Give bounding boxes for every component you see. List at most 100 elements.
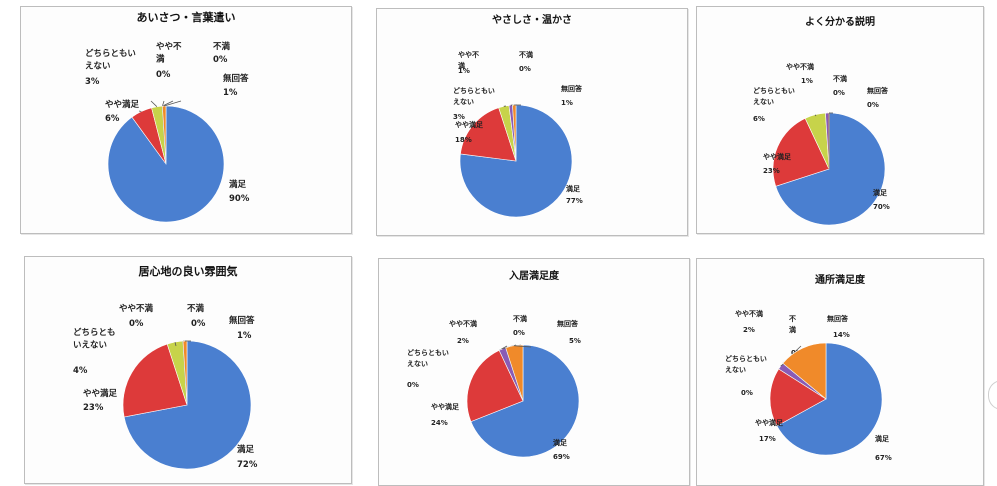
slice-label: 無回答 [867,86,889,95]
pie-chart-svg: 通所満足度満足67%やや満足17%どちらともいえない0%やや不満2%不満0%無回… [697,259,983,485]
slice-value-label: 1% [801,77,813,85]
slice-value-label: 0% [191,319,206,329]
slice-value-label: 0% [519,65,531,73]
slice-label: やや不 [156,41,182,52]
slice-value-label: 0% [213,55,228,65]
chart-title: あいさつ・言葉遣い [137,10,236,24]
slice-label: 不満 [187,303,205,314]
slice-label: 無回答 [561,84,583,93]
slice-label: 満足 [553,438,568,447]
slice-label: えない [407,359,428,368]
slice-value-label: 4% [73,366,88,376]
chart-panel-atmosphere: 居心地の良い雰囲気満足 72% やや満足 23% どちらともいえない 4% やや不満 0% 不満… [24,256,352,484]
slice-value-label: 5% [569,337,581,345]
slice-value-label: 0% [513,329,525,337]
slice-label: やや満足 [105,99,140,110]
slice-label: どちらともい [753,86,795,95]
leader-line [139,111,141,112]
slice-value-label: 0% [741,389,753,397]
slice-label: えない [453,97,474,106]
slice-label: どちらとも [73,327,116,338]
slice-label: 無回答 [827,314,849,323]
slice-label: 無回答 [223,73,249,84]
slice-value-label: 1% [561,99,573,107]
slice-label: やや満足 [431,402,460,411]
slice-label: やや不満 [786,62,814,71]
slice-label: いえない [73,341,107,351]
slice-value-label: 23% [763,167,780,175]
slice-value-label: 69% [553,453,570,461]
slice-label: 不 [789,315,796,323]
slice-value-label: 17% [759,435,776,443]
slice-label: 満足 [566,184,581,193]
slice-value-label: 2% [743,326,755,334]
slice-value-label: 23% [83,403,104,413]
chart-title: 居心地の良い雰囲気 [139,264,238,278]
page-edge-mark [988,380,997,410]
slice-value-label: 14% [833,331,850,339]
slice-value-label: 18% [455,136,472,144]
slice-value-label: 3% [85,77,100,87]
slice-value-label: 70% [873,203,890,211]
slice-value-label: 0% [129,319,144,329]
pie-chart-svg: やさしさ・温かさ満足77%やや満足18%どちらともいえない3%やや不満1%不満0… [377,9,687,235]
slice-label: えない [725,365,746,374]
chart-title: やさしさ・温かさ [492,13,572,26]
slice-label: やや満足 [455,120,484,129]
slice-value-label: 77% [566,197,583,205]
slice-label: 満足 [873,188,888,197]
slice-label: やや不満 [119,303,154,314]
slice-value-label: 1% [223,88,238,98]
slice-value-label: 1% [458,67,470,75]
pie-chart-svg: あいさつ・言葉遣い満足90%やや満足6%どちらともいえない3%やや不満0%不満0… [21,7,351,233]
slice-label: どちらともい [85,48,136,59]
chart-title: 入居満足度 [509,269,560,282]
slice-value-label: 3% [453,113,465,121]
slice-value-label: 6% [105,114,120,124]
slice-label: 満足 [237,444,255,455]
slice-label: やや満足 [763,152,792,161]
slice-label: やや不満 [449,319,477,328]
slice-value-label: 0% [867,101,879,109]
slice-value-label: 24% [431,419,448,427]
slice-label: 満足 [229,179,247,190]
slice-label: やや不満 [735,309,763,318]
chart-title: 通所満足度 [815,273,866,286]
slice-value-label: 6% [753,115,765,123]
chart-title: よく分かる説明 [805,15,875,28]
slice-label: どちらともい [725,354,767,363]
slice-label: 満 [789,325,796,334]
slice-value-label: 2% [457,337,469,345]
chart-panel-explanation: よく分かる説明満足 70% やや満足 23% どちらともいえない 6% やや不満 1% 不満 0%… [696,6,984,234]
slice-value-label: 90% [229,194,250,204]
slice-label: どちらともい [407,348,449,357]
slice-label: 不満 [833,74,847,83]
slice-value-label: 67% [875,454,892,462]
slice-label: やや不 [458,50,479,59]
chart-panel-daycare-satisfaction: 通所満足度満足67%やや満足17%どちらともいえない0%やや不満2%不満0%無回… [696,258,984,486]
slice-value-label: 1% [237,331,252,341]
slice-label: どちらともい [453,86,495,95]
slice-label: 無回答 [229,315,255,326]
chart-panel-residence-satisfaction: 入居満足度満足 69% やや満足 24% どちらともいえない 0% やや不満 2% 不満 0% 無回… [378,258,690,486]
slice-label: 不満 [519,50,533,59]
slice-value-label: 0% [407,381,419,389]
slice-value-label: 72% [237,460,258,470]
slice-label: 無回答 [557,319,579,328]
slice-label: やや満足 [755,418,784,427]
slice-label: やや満足 [83,388,118,399]
slice-label: 不満 [213,41,231,52]
slice-label: えない [85,62,111,72]
slice-label: 満 [156,54,165,65]
leader-line [151,101,157,107]
slice-label: 満足 [875,434,890,443]
slice-label: えない [753,97,774,106]
slice-label: 不満 [513,314,527,323]
leader-line [164,101,181,106]
slice-value-label: 0% [833,89,845,97]
